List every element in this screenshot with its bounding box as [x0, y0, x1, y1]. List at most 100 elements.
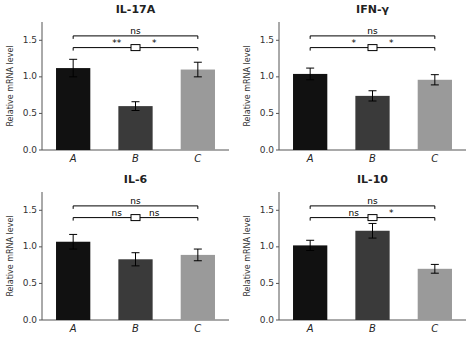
error-cap: [194, 260, 202, 261]
bracket: [310, 36, 435, 39]
error-bar: [132, 102, 140, 111]
y-tick-label: 1.5: [260, 35, 274, 45]
error-bar: [132, 253, 140, 266]
error-stem: [73, 59, 74, 77]
background: [0, 0, 474, 340]
error-stem: [372, 91, 373, 101]
error-bar: [194, 249, 202, 261]
error-stem: [310, 240, 311, 250]
bar: [118, 106, 152, 150]
y-axis-line: [279, 192, 280, 320]
y-tick-label: 0.0: [260, 145, 275, 155]
marks: [56, 234, 215, 320]
x-tick-label: C: [431, 323, 438, 334]
y-tick-label: 1.0: [260, 71, 275, 81]
error-cap: [369, 90, 377, 91]
x-tick-label: B: [132, 323, 139, 334]
y-tick-label: 1.0: [260, 241, 275, 251]
error-stem: [73, 234, 74, 249]
error-cap: [194, 249, 202, 250]
bracket: [73, 36, 198, 39]
error-cap: [69, 234, 77, 235]
error-cap: [69, 76, 77, 77]
y-axis-label: Relative mRNA level: [6, 215, 15, 296]
panel: IL-17ARelative mRNA level0.00.51.01.5ABC…: [6, 3, 230, 164]
error-cap: [306, 79, 314, 80]
x-tick-label: B: [369, 323, 376, 334]
x-tick-label: B: [369, 153, 376, 164]
error-cap: [306, 68, 314, 69]
bracket-square: [368, 215, 377, 221]
error-bar: [306, 240, 314, 250]
bar: [418, 80, 452, 150]
bracket-label: *: [152, 38, 157, 48]
error-bar: [194, 62, 202, 77]
bar: [181, 255, 215, 320]
error-cap: [132, 252, 140, 253]
title: IL-10: [357, 173, 388, 186]
y-axis-label: Relative mRNA level: [243, 45, 252, 126]
error-cap: [306, 240, 314, 241]
error-cap: [369, 100, 377, 101]
x-tick-label: C: [194, 323, 201, 334]
y-tick-label: 1.0: [23, 71, 38, 81]
error-bar: [369, 91, 377, 101]
error-stem: [135, 253, 136, 266]
error-stem: [197, 249, 198, 261]
y-tick-label: 0.5: [23, 278, 37, 288]
y-tick-label: 0.0: [23, 145, 38, 155]
panel: IL-10Relative mRNA level0.00.51.01.5ABCn…: [243, 173, 467, 334]
bar: [293, 74, 327, 150]
y-axis-line: [279, 22, 280, 150]
bracket-label: ns: [367, 26, 378, 36]
y-tick-label: 0.5: [23, 108, 37, 118]
x-tick-label: A: [69, 323, 77, 334]
y-tick-label: 1.5: [23, 205, 37, 215]
x-tick-label: C: [431, 153, 438, 164]
error-stem: [372, 223, 373, 238]
x-tick-label: B: [132, 153, 139, 164]
marks: [293, 68, 452, 150]
error-bar: [69, 59, 77, 77]
error-cap: [69, 249, 77, 250]
error-cap: [369, 238, 377, 239]
bracket-square: [131, 215, 140, 221]
error-stem: [197, 62, 198, 77]
bar: [56, 242, 90, 320]
error-stem: [434, 264, 435, 273]
error-bar: [431, 264, 439, 273]
y-tick-label: 1.0: [23, 241, 38, 251]
bracket-label: *: [389, 208, 394, 218]
error-cap: [194, 76, 202, 77]
bracket-label: ns: [349, 208, 360, 218]
error-cap: [194, 62, 202, 63]
bar: [355, 231, 389, 320]
error-bar: [431, 75, 439, 85]
bracket-square: [368, 45, 377, 51]
panel: IL-6 Relative mRNA level 0.0 0.5 1.0 1.5 A B Cns…: [6, 173, 230, 334]
x-tick-label: A: [306, 323, 314, 334]
x-tick-label: A: [69, 153, 77, 164]
bracket-label: ns: [112, 208, 123, 218]
y-axis-label: Relative mRNA level: [243, 215, 252, 296]
bar: [293, 245, 327, 320]
title: IL-6: [124, 173, 148, 186]
y-tick-label: 0.0: [23, 315, 38, 325]
y-axis-line: [42, 22, 43, 150]
y-tick-label: 0.5: [260, 108, 274, 118]
title: IL-17A: [116, 3, 156, 16]
bracket: [310, 206, 435, 209]
marks: [56, 59, 215, 150]
error-cap: [431, 273, 439, 274]
error-cap: [306, 250, 314, 251]
error-cap: [431, 84, 439, 85]
y-tick-label: 1.5: [23, 35, 37, 45]
bar: [355, 96, 389, 150]
bar: [118, 259, 152, 320]
x-tick-label: A: [306, 153, 314, 164]
bracket-square: [131, 45, 140, 51]
bracket-label: **: [112, 38, 122, 48]
bracket-label: ns: [367, 196, 378, 206]
y-tick-label: 1.5: [260, 205, 274, 215]
bracket-label: ns: [130, 26, 141, 36]
